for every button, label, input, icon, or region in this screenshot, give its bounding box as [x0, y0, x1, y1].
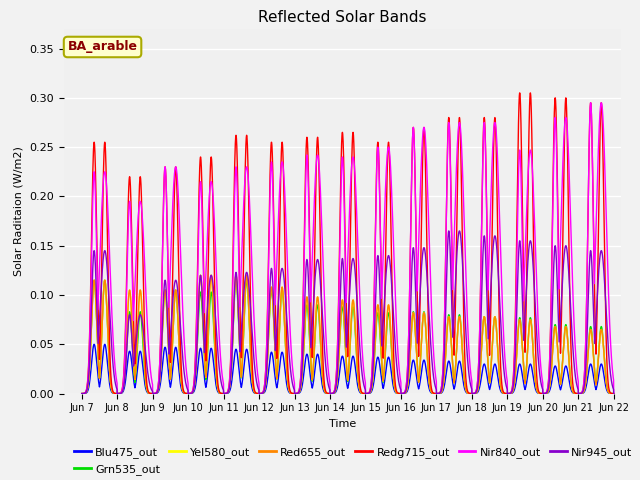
Text: BA_arable: BA_arable — [68, 40, 138, 53]
Nir945_out — [609, 385, 617, 391]
Nir840_out — [597, 100, 605, 106]
Nir840_out — [173, 175, 181, 181]
Nir840_out — [78, 391, 86, 396]
Blu475_out — [467, 391, 475, 396]
Redg715_out — [609, 391, 617, 396]
Nir840_out — [609, 373, 617, 379]
Yel580_out — [497, 385, 505, 391]
Line: Grn535_out: Grn535_out — [82, 280, 614, 394]
Grn535_out — [438, 389, 445, 395]
Redg715_out — [497, 369, 505, 374]
Grn535_out — [610, 391, 618, 396]
Yel580_out — [328, 391, 335, 396]
Y-axis label: Solar Raditaion (W/m2): Solar Raditaion (W/m2) — [14, 146, 24, 276]
Yel580_out — [467, 391, 475, 396]
Nir945_out — [437, 388, 445, 394]
Redg715_out — [437, 386, 445, 392]
Nir945_out — [610, 391, 618, 396]
Nir840_out — [497, 260, 505, 265]
Line: Yel580_out: Yel580_out — [82, 276, 614, 394]
Yel580_out — [609, 391, 617, 396]
Red655_out — [438, 389, 445, 395]
Red655_out — [610, 391, 618, 396]
Redg715_out — [173, 202, 181, 207]
Red655_out — [497, 385, 505, 391]
Blu475_out — [78, 391, 86, 396]
X-axis label: Time: Time — [329, 419, 356, 429]
Red655_out — [467, 391, 475, 396]
Redg715_out — [516, 90, 524, 96]
Nir840_out — [610, 391, 618, 396]
Nir945_out — [173, 284, 181, 290]
Red655_out — [609, 391, 617, 396]
Grn535_out — [78, 391, 86, 396]
Title: Reflected Solar Bands: Reflected Solar Bands — [258, 10, 427, 25]
Nir945_out — [467, 383, 475, 389]
Line: Redg715_out: Redg715_out — [82, 93, 614, 394]
Line: Nir840_out: Nir840_out — [82, 103, 614, 394]
Grn535_out — [328, 391, 335, 396]
Grn535_out — [609, 391, 617, 396]
Line: Nir945_out: Nir945_out — [82, 231, 614, 394]
Nir945_out — [497, 325, 505, 331]
Blu475_out — [438, 390, 445, 396]
Redg715_out — [467, 391, 474, 396]
Red655_out — [78, 391, 86, 396]
Yel580_out — [610, 391, 618, 396]
Nir840_out — [328, 391, 335, 396]
Red655_out — [207, 273, 215, 278]
Nir945_out — [328, 391, 335, 396]
Grn535_out — [173, 304, 181, 310]
Nir945_out — [445, 228, 452, 234]
Nir840_out — [467, 370, 474, 376]
Yel580_out — [78, 391, 86, 396]
Yel580_out — [438, 389, 445, 395]
Nir840_out — [437, 386, 445, 392]
Blu475_out — [497, 389, 505, 395]
Line: Blu475_out: Blu475_out — [82, 344, 614, 394]
Redg715_out — [78, 391, 86, 396]
Line: Red655_out: Red655_out — [82, 276, 614, 394]
Yel580_out — [173, 304, 181, 310]
Blu475_out — [328, 391, 335, 396]
Grn535_out — [497, 385, 505, 391]
Red655_out — [328, 391, 335, 396]
Nir945_out — [78, 391, 86, 396]
Redg715_out — [610, 391, 618, 396]
Blu475_out — [173, 353, 181, 359]
Redg715_out — [328, 391, 335, 396]
Red655_out — [173, 304, 181, 310]
Grn535_out — [243, 277, 250, 283]
Blu475_out — [610, 391, 618, 396]
Legend: Blu475_out, Grn535_out, Yel580_out, Red655_out, Redg715_out, Nir840_out, Nir945_: Blu475_out, Grn535_out, Yel580_out, Red6… — [70, 443, 637, 479]
Yel580_out — [207, 273, 215, 278]
Blu475_out — [609, 391, 617, 396]
Grn535_out — [467, 391, 475, 396]
Blu475_out — [101, 341, 109, 347]
